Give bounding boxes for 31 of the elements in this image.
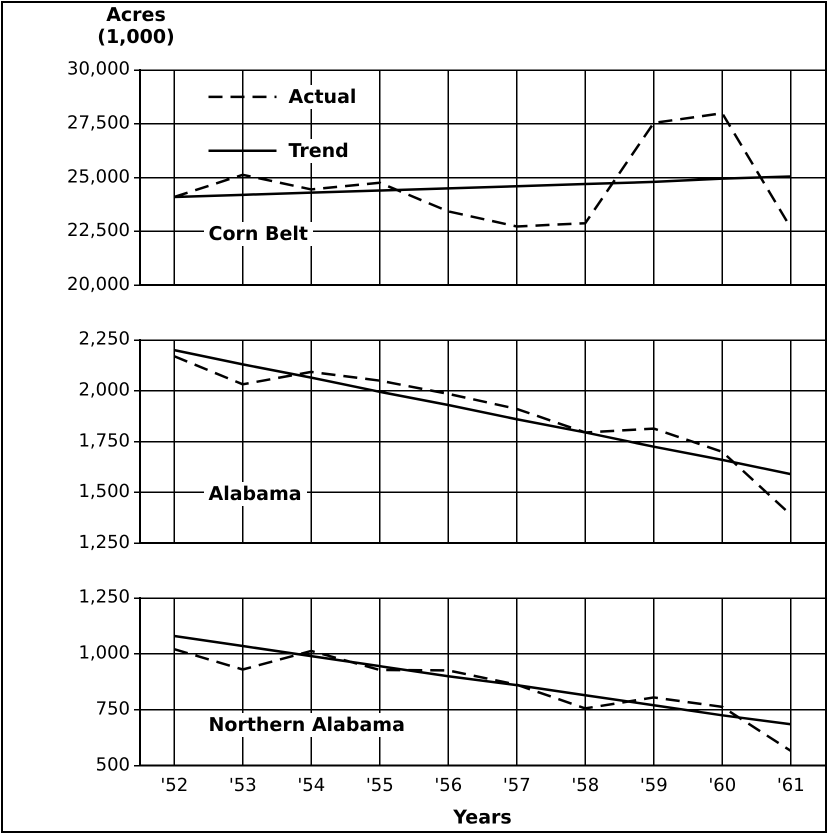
x-tick-label: '60	[708, 775, 736, 796]
y-tick-label: 1,250	[78, 532, 130, 553]
y-tick-label: 1,250	[78, 586, 130, 608]
x-tick-label: '58	[571, 775, 600, 796]
x-tick-label: '55	[366, 775, 394, 796]
y-tick-label: 20,000	[67, 274, 130, 295]
annotation: Alabama	[204, 482, 307, 506]
y-tick-label: 1,750	[78, 430, 130, 452]
y-tick-label: 2,000	[78, 379, 130, 400]
x-tick-label: '61	[776, 775, 805, 796]
y-tick-label: 27,500	[67, 112, 130, 134]
annotation: Northern Alabama	[204, 713, 410, 738]
x-tick-label: '57	[502, 775, 531, 796]
x-tick-label: '56	[434, 775, 462, 796]
y-tick-label: 750	[96, 698, 130, 720]
x-axis-title: Years	[452, 806, 512, 829]
y-tick-label: 1,500	[78, 481, 130, 502]
y-axis-title: Acres (1,000)	[96, 4, 176, 48]
y-tick-label: 22,500	[67, 220, 130, 242]
y-tick-label: 1,000	[78, 642, 130, 664]
y-tick-label: 30,000	[67, 58, 130, 80]
y-tick-label: 500	[96, 754, 130, 776]
x-tick-label: '53	[228, 775, 257, 796]
x-tick-label: '54	[297, 775, 326, 796]
y-tick-label: 25,000	[67, 166, 130, 188]
x-tick-label: '59	[640, 775, 668, 796]
annotation: Corn Belt	[204, 222, 313, 246]
y-tick-label: 2,250	[78, 328, 130, 350]
x-tick-label: '52	[160, 775, 188, 796]
legend-label: Trend	[284, 138, 354, 163]
legend-label: Actual	[284, 84, 362, 109]
